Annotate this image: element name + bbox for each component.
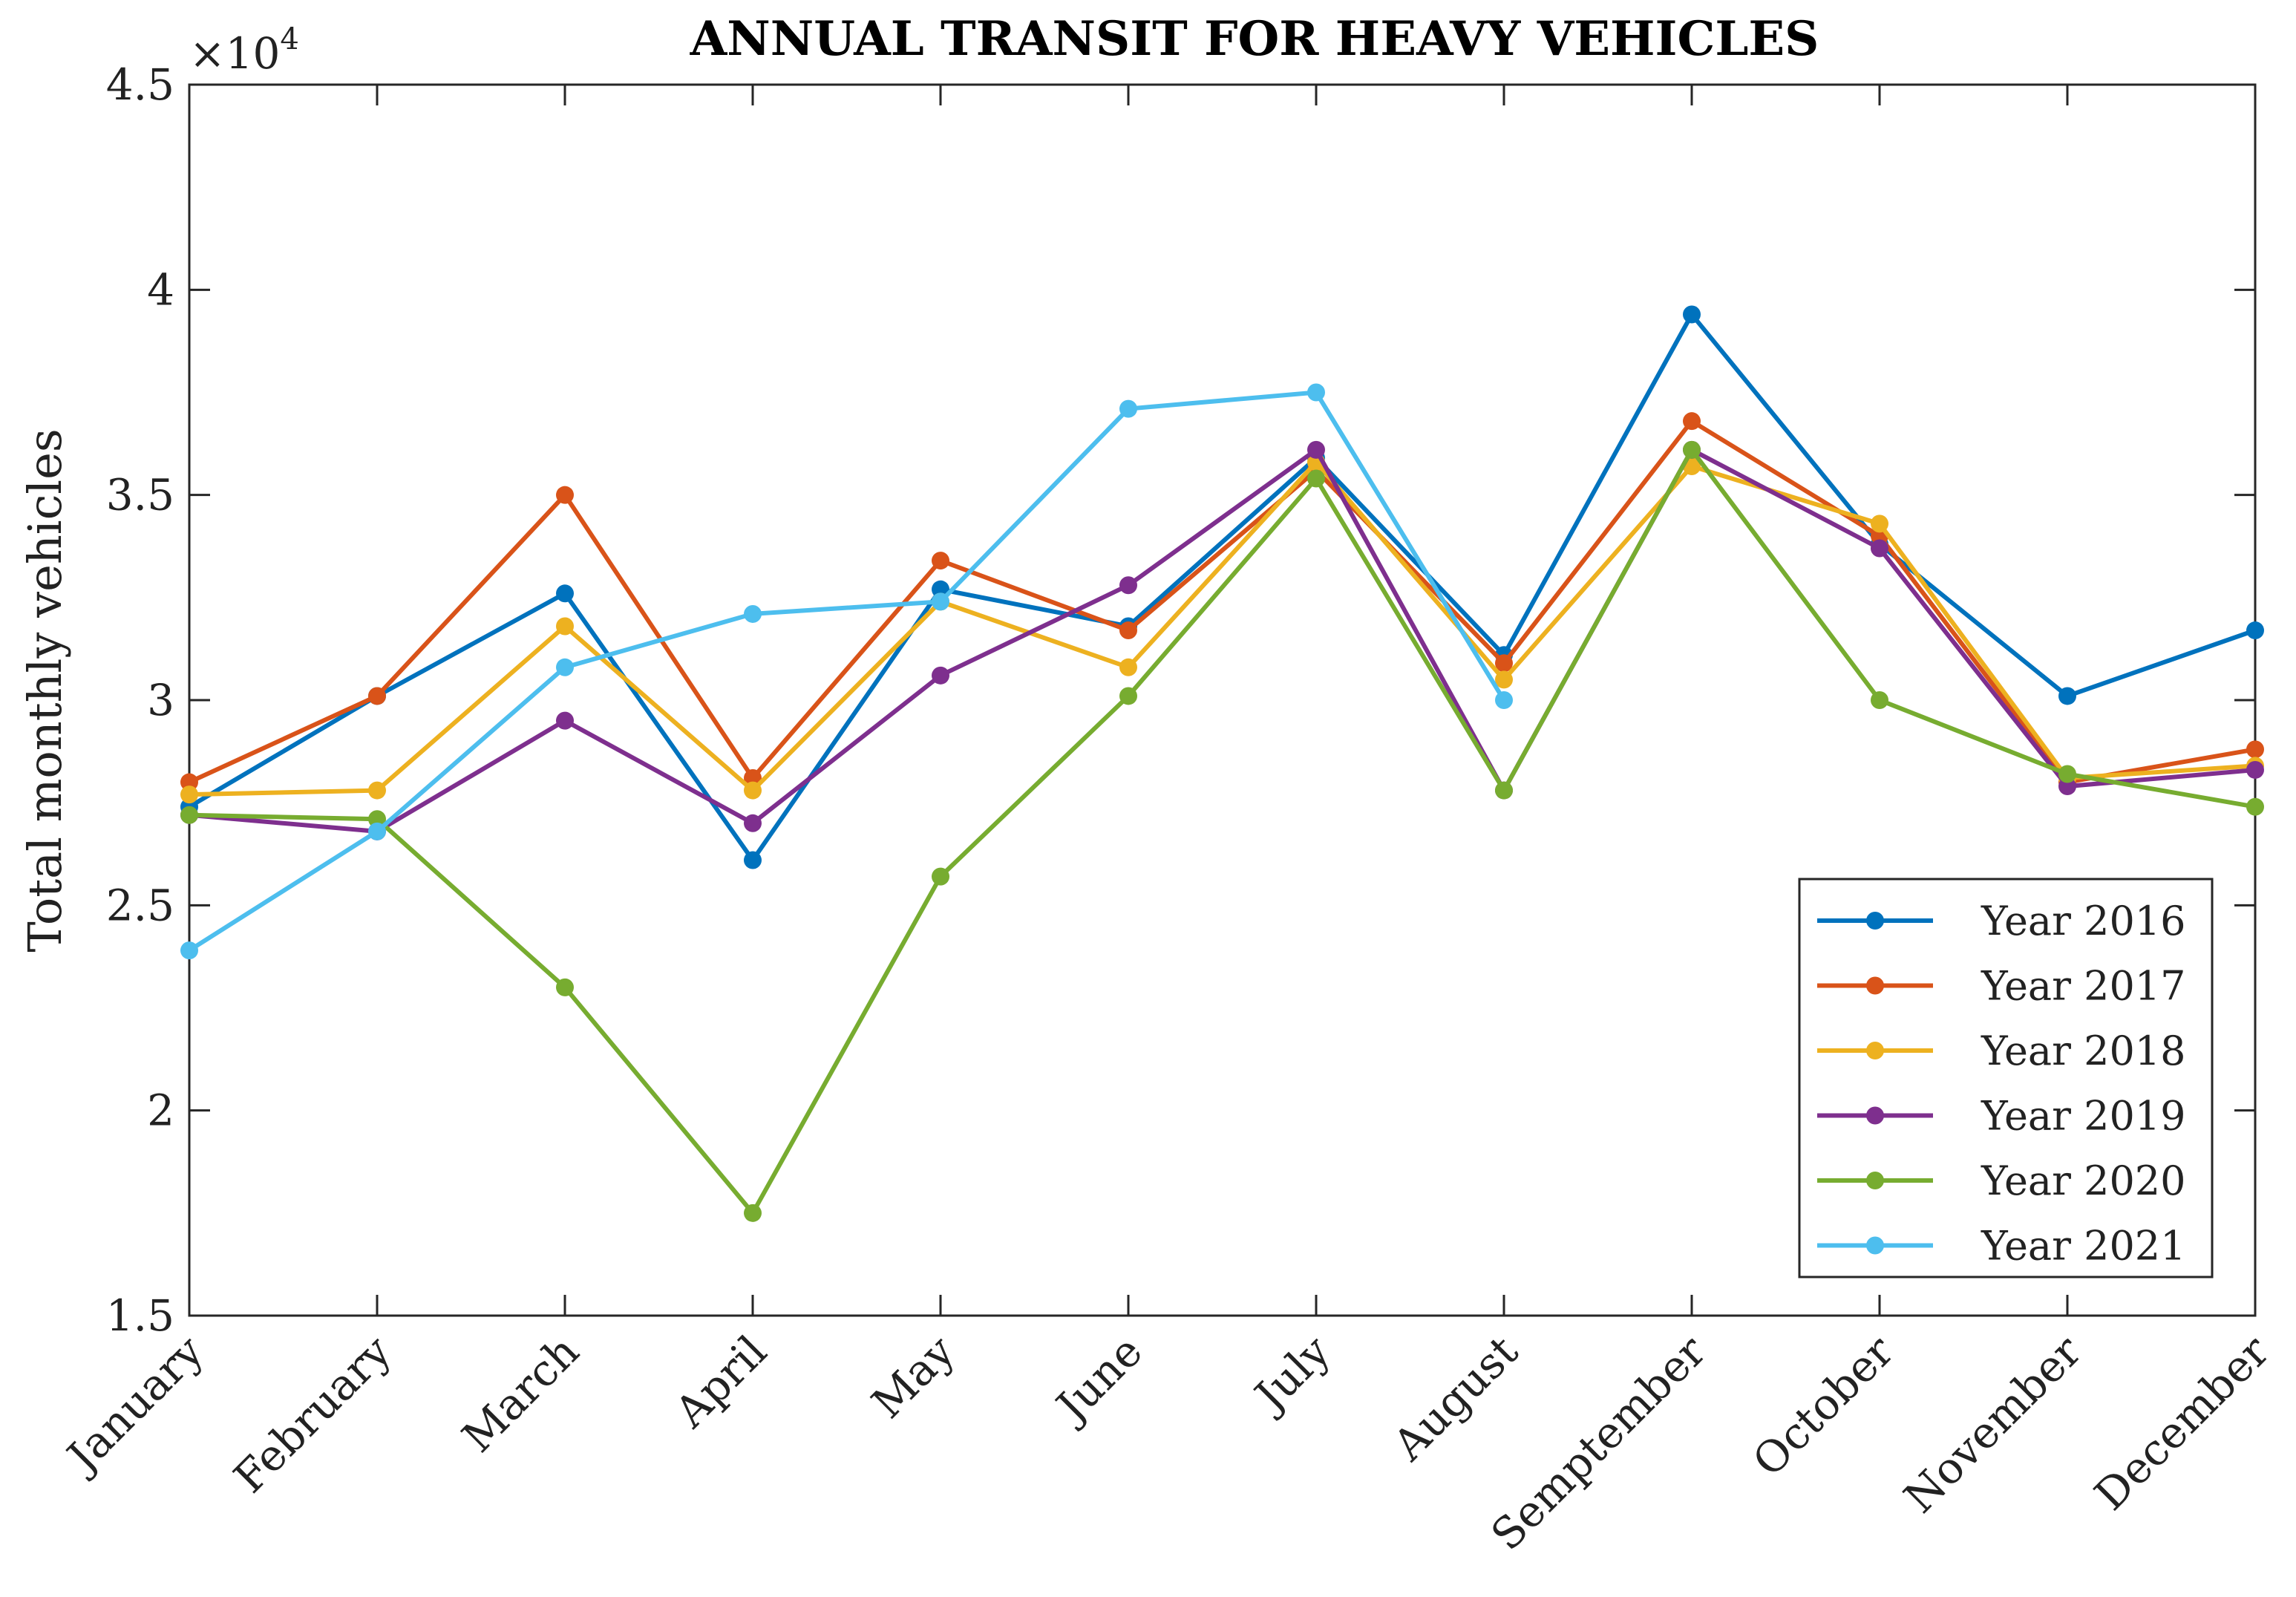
data-point <box>2246 760 2264 779</box>
data-point <box>744 1204 762 1222</box>
y-tick-label: 2 <box>147 1085 174 1136</box>
data-point <box>744 814 762 832</box>
data-point <box>1307 440 1325 459</box>
data-point <box>744 781 762 800</box>
data-point <box>180 786 198 804</box>
legend-swatch-marker <box>1866 1236 1884 1255</box>
y-axis-label: Total monthly vehicles <box>18 428 72 952</box>
x-tick-label: February <box>224 1326 401 1503</box>
x-tick-label: March <box>452 1326 589 1463</box>
data-point <box>1495 670 1513 689</box>
legend-swatch-marker <box>1866 976 1884 995</box>
data-point <box>556 711 574 730</box>
data-point <box>1307 469 1325 488</box>
y-axis-multiplier: ×104 <box>189 22 299 79</box>
legend-label: Year 2021 <box>1981 1223 2186 1270</box>
series-year-2019 <box>180 440 2264 840</box>
series-line <box>189 460 2256 797</box>
data-point <box>1119 658 1137 676</box>
data-point <box>932 867 949 886</box>
data-point <box>932 592 949 611</box>
x-tick-label: January <box>55 1326 213 1484</box>
data-point <box>368 822 386 840</box>
data-point <box>180 941 198 960</box>
data-point <box>1871 515 1888 533</box>
data-point <box>1683 412 1701 431</box>
legend-swatch-marker <box>1866 1172 1884 1189</box>
data-point <box>556 584 574 603</box>
data-point <box>2246 797 2264 816</box>
data-point <box>1119 576 1137 595</box>
data-point <box>1495 781 1513 800</box>
data-point <box>2058 687 2076 705</box>
legend-box <box>1798 878 2214 1278</box>
series-year-2020 <box>180 440 2264 1222</box>
x-tick-label: April <box>664 1326 776 1438</box>
series-year-2021 <box>180 383 1513 960</box>
legend-label: Year 2019 <box>1981 1093 2186 1140</box>
data-point <box>556 617 574 636</box>
data-point <box>368 810 386 829</box>
x-tick-label: July <box>1243 1326 1340 1423</box>
data-point <box>368 687 386 705</box>
x-tick-label: May <box>862 1326 964 1428</box>
data-point <box>1119 687 1137 705</box>
data-point <box>2246 621 2264 640</box>
data-point <box>1683 305 1701 324</box>
data-point <box>556 486 574 504</box>
y-tick-label: 4 <box>147 264 174 315</box>
series-line <box>189 447 2256 1215</box>
data-point <box>744 769 762 788</box>
data-point <box>1495 691 1513 709</box>
data-point <box>556 978 574 996</box>
data-point <box>932 552 949 570</box>
x-tick-label: December <box>2084 1326 2279 1521</box>
legend-label: Year 2018 <box>1981 1028 2186 1074</box>
data-point <box>368 781 386 800</box>
y-tick-label: 4.5 <box>106 59 174 110</box>
data-point <box>1871 539 1888 558</box>
y-tick-label: 1.5 <box>106 1290 174 1341</box>
x-tick-label: August <box>1383 1326 1528 1471</box>
data-point <box>1495 654 1513 673</box>
data-point <box>2058 777 2076 796</box>
data-point <box>180 806 198 824</box>
data-point <box>1119 399 1137 418</box>
chart-title: ANNUAL TRANSIT FOR HEAVY VEHICLES <box>690 11 1819 67</box>
legend-label: Year 2017 <box>1981 963 2186 1010</box>
data-point <box>180 773 198 791</box>
data-point <box>1683 440 1701 459</box>
x-tick-label: October <box>1743 1326 1903 1486</box>
legend-swatch-marker <box>1866 912 1884 930</box>
legend-swatch-marker <box>1866 1106 1884 1125</box>
data-point <box>1119 621 1137 640</box>
y-axis-multiplier-exponent: 4 <box>280 22 298 56</box>
series-line <box>189 447 2256 834</box>
y-tick-label: 2.5 <box>106 880 174 930</box>
y-axis-multiplier-base: ×10 <box>189 28 280 79</box>
data-point <box>744 604 762 623</box>
legend: Year 2016 Year 2017 Year 2018 Year 2019 Year… <box>1798 878 2214 1278</box>
data-point <box>744 851 762 869</box>
legend-label: Year 2016 <box>1981 898 2186 944</box>
data-point <box>932 666 949 685</box>
legend-swatch-marker <box>1866 1042 1884 1059</box>
data-point <box>1307 383 1325 402</box>
y-tick-label: 3 <box>147 675 174 725</box>
data-point <box>556 658 574 676</box>
series-line <box>188 419 2256 785</box>
data-point <box>1871 691 1888 709</box>
plot-area: 1.5 2 2.5 3 3.5 4 4.5 January February March April… <box>55 59 2279 1560</box>
data-point <box>2058 765 2076 783</box>
data-point <box>932 580 949 598</box>
legend-label: Year 2020 <box>1981 1157 2186 1204</box>
data-point <box>2246 740 2264 759</box>
series-line <box>188 390 1506 953</box>
y-tick-label: 3.5 <box>106 470 174 520</box>
x-tick-label: June <box>1044 1326 1152 1434</box>
x-tick-label: November <box>1894 1326 2091 1523</box>
